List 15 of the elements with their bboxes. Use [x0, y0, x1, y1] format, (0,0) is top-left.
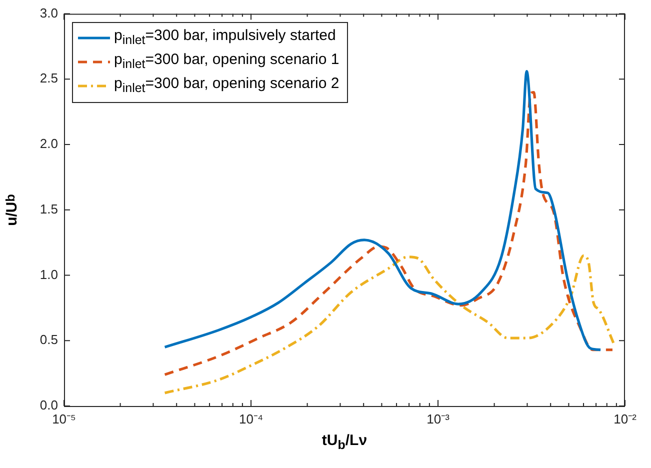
legend-label: p$_{inlet}$=300 bar, opening scenario 1 — [114, 50, 340, 73]
y-tick-label: 0.5 — [40, 332, 58, 348]
x-tick-label: 10⁻³ — [426, 411, 450, 426]
y-tick-label: 0.0 — [40, 398, 58, 413]
x-tick-label: 10⁻² — [614, 411, 638, 426]
legend-label: p$_{inlet}$=300 bar, opening scenario 2 — [114, 74, 340, 97]
x-tick-label: 10⁻⁵ — [52, 411, 76, 426]
y-tick-label: 3.0 — [40, 5, 58, 20]
y-tick-label: 2.5 — [40, 70, 58, 86]
y-tick-label: 2.0 — [40, 136, 58, 152]
x-axis-title: tU$_{b}$/Lν — [322, 432, 368, 452]
legend-label: p$_{inlet}$=300 bar, impulsively started — [114, 26, 336, 49]
x-tick-label: 10⁻⁴ — [238, 411, 264, 426]
y-tick-label: 1.0 — [40, 266, 58, 282]
y-tick-label: 1.5 — [40, 201, 58, 216]
